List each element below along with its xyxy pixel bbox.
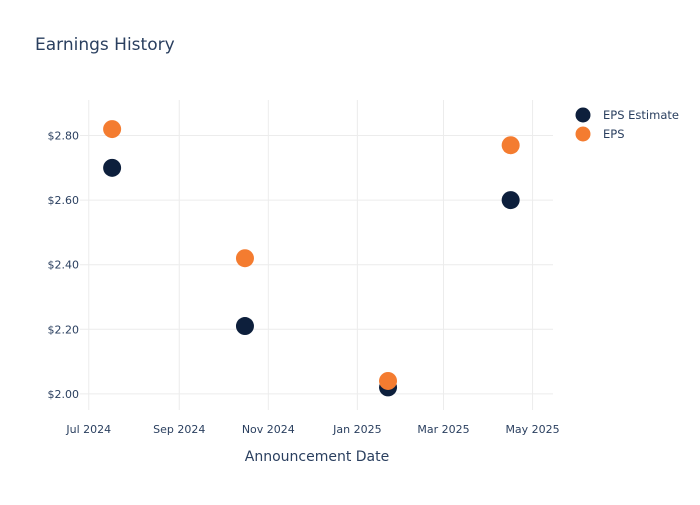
- legend-item[interactable]: EPS Estimate: [575, 107, 679, 123]
- y-tick-label: $2.00: [48, 388, 80, 401]
- data-point-eps-estimate[interactable]: [235, 317, 254, 336]
- y-tick-label: $2.60: [48, 194, 80, 207]
- data-point-eps[interactable]: [235, 249, 254, 268]
- legend-label: EPS Estimate: [603, 108, 679, 122]
- y-tick-label: $2.80: [48, 130, 80, 143]
- x-tick-label: May 2025: [505, 423, 559, 436]
- x-tick-label: Jul 2024: [65, 423, 111, 436]
- chart-title: Earnings History: [35, 35, 175, 55]
- legend-marker: [575, 107, 591, 123]
- data-point-eps-estimate[interactable]: [103, 158, 122, 177]
- data-point-eps[interactable]: [379, 371, 398, 390]
- data-markers: [103, 120, 520, 397]
- x-tick-label: Jan 2025: [332, 423, 381, 436]
- x-tick-label: Mar 2025: [417, 423, 469, 436]
- x-tick-label: Nov 2024: [242, 423, 295, 436]
- data-point-eps-estimate[interactable]: [501, 191, 520, 210]
- grid-lines: [80, 100, 553, 410]
- data-point-eps[interactable]: [103, 120, 122, 139]
- x-axis-title: Announcement Date: [245, 449, 389, 465]
- data-point-eps[interactable]: [501, 136, 520, 155]
- y-tick-label: $2.20: [48, 323, 80, 336]
- legend-item[interactable]: EPS: [575, 126, 625, 142]
- legend[interactable]: EPS Estimate EPS: [575, 107, 679, 142]
- legend-label: EPS: [603, 127, 625, 141]
- axis-ticks: Jul 2024 Sep 2024 Nov 2024 Jan 2025 Mar 2025…: [48, 130, 560, 436]
- legend-marker: [575, 126, 591, 142]
- y-tick-label: $2.40: [48, 259, 80, 272]
- x-tick-label: Sep 2024: [153, 423, 205, 436]
